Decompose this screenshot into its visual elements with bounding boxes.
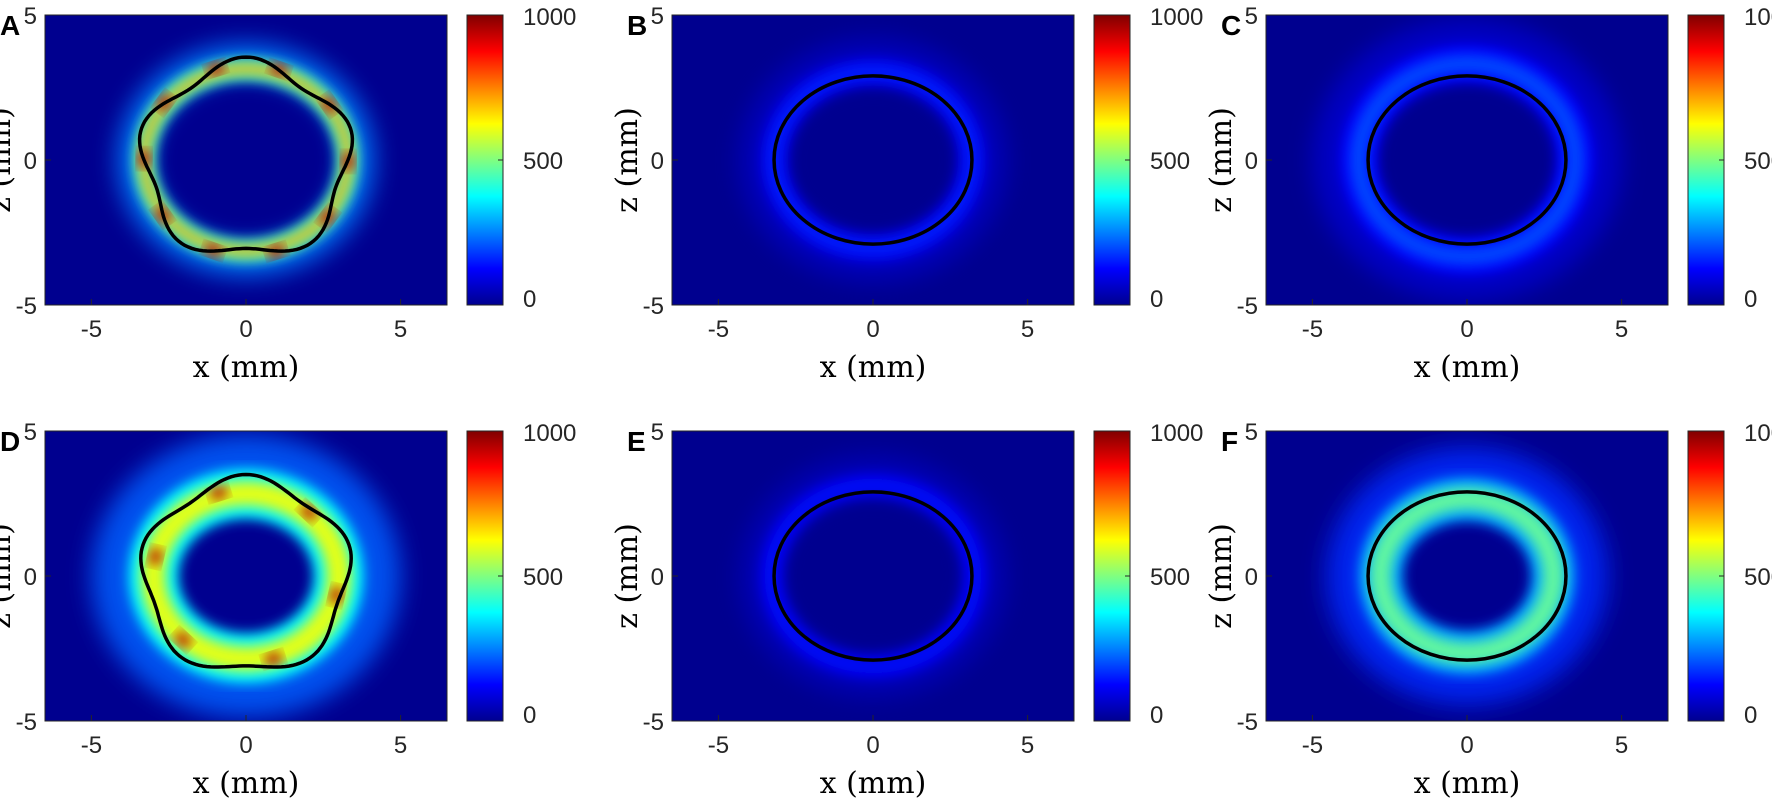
y-tick-label: 0 xyxy=(651,564,664,591)
colorbar-tick-label: 0 xyxy=(523,702,536,729)
colorbar-tick-label: 1000 xyxy=(1150,420,1203,447)
colorbar-tick-label: 500 xyxy=(523,564,563,591)
panel-letter: B xyxy=(627,10,647,41)
colorbar-tick-label: 0 xyxy=(1744,702,1757,729)
colorbar xyxy=(1687,430,1725,722)
x-axis-label: x (mm) xyxy=(193,766,300,801)
panel-letter: D xyxy=(0,426,20,457)
colorbar xyxy=(1093,430,1131,722)
y-tick-label: 0 xyxy=(24,148,37,175)
x-tick-label: -5 xyxy=(81,316,102,343)
colorbar-tick-label: 0 xyxy=(1744,286,1757,313)
y-tick-label: 5 xyxy=(651,419,664,446)
colorbar-tick-label: 1000 xyxy=(1744,420,1772,447)
y-tick-label: 0 xyxy=(24,564,37,591)
x-axis-label: x (mm) xyxy=(820,350,927,385)
colorbar-tick-label: 1000 xyxy=(523,420,576,447)
boundary-contour xyxy=(772,74,974,246)
y-axis-label: z (mm) xyxy=(0,107,18,213)
y-tick-label: -5 xyxy=(1237,709,1258,736)
colorbar xyxy=(466,430,504,722)
boundary-contour xyxy=(772,490,974,662)
x-axis-label: x (mm) xyxy=(1414,766,1521,801)
panel-letter: F xyxy=(1221,426,1238,457)
panel-F: -5 0 5 -5 0 5 x (mm) z (mm) F 0 500 1000 xyxy=(1204,419,1772,801)
colorbar-tick-label: 0 xyxy=(1150,702,1163,729)
y-axis-label: z (mm) xyxy=(1204,107,1239,213)
y-axis-label: z (mm) xyxy=(1204,523,1239,629)
colorbar xyxy=(1093,14,1131,306)
boundary-contour xyxy=(139,472,353,669)
heatmap-field xyxy=(91,434,401,718)
colorbar-tick-label: 1000 xyxy=(1744,4,1772,31)
x-tick-label: 5 xyxy=(1615,316,1628,343)
colorbar-tick-label: 1000 xyxy=(1150,4,1203,31)
x-tick-label: 5 xyxy=(394,316,407,343)
x-axis-label: x (mm) xyxy=(193,350,300,385)
boundary-contour xyxy=(137,55,355,253)
panel-D: -5 0 5 -5 0 5 x (mm) z (mm) D 0 500 1000 xyxy=(0,419,576,801)
x-tick-label: 0 xyxy=(1460,316,1473,343)
y-axis-label: z (mm) xyxy=(0,523,18,629)
y-tick-label: -5 xyxy=(16,293,37,320)
x-tick-label: 0 xyxy=(239,732,252,759)
y-axis-label: z (mm) xyxy=(610,107,645,213)
y-axis-label: z (mm) xyxy=(610,523,645,629)
heatmap-field xyxy=(740,455,1006,697)
x-tick-label: 0 xyxy=(866,732,879,759)
panel-C: -5 0 5 -5 0 5 x (mm) z (mm) C 0 500 1000 xyxy=(1204,3,1772,385)
colorbar xyxy=(466,14,504,306)
y-tick-label: -5 xyxy=(1237,293,1258,320)
colorbar xyxy=(1687,14,1725,306)
colorbar-tick-label: 500 xyxy=(1150,564,1190,591)
x-tick-label: 0 xyxy=(866,316,879,343)
colorbar-tick-label: 500 xyxy=(1744,564,1772,591)
x-tick-label: -5 xyxy=(1302,732,1323,759)
y-tick-label: 5 xyxy=(651,3,664,30)
y-tick-label: 0 xyxy=(1245,564,1258,591)
heatmap-field xyxy=(1312,19,1622,301)
colorbar-tick-label: 500 xyxy=(523,148,563,175)
x-tick-label: -5 xyxy=(708,316,729,343)
x-axis-label: x (mm) xyxy=(1414,350,1521,385)
y-tick-label: 0 xyxy=(1245,148,1258,175)
x-tick-label: 5 xyxy=(394,732,407,759)
panel-letter: C xyxy=(1221,10,1241,41)
panel-A: -5 0 5 -5 0 5 x (mm) z (mm) A 0 500 1000 xyxy=(0,3,576,385)
heatmap-field xyxy=(1326,447,1608,705)
y-tick-label: 5 xyxy=(1245,419,1258,446)
panel-B: -5 0 5 -5 0 5 x (mm) z (mm) B 0 500 1000 xyxy=(610,3,1203,385)
colorbar-tick-label: 0 xyxy=(1150,286,1163,313)
colorbar-tick-label: 0 xyxy=(523,286,536,313)
panel-E: -5 0 5 -5 0 5 x (mm) z (mm) E 0 500 1000 xyxy=(610,419,1203,801)
x-tick-label: 5 xyxy=(1615,732,1628,759)
y-tick-label: -5 xyxy=(16,709,37,736)
x-tick-label: -5 xyxy=(1302,316,1323,343)
x-axis-label: x (mm) xyxy=(820,766,927,801)
y-tick-label: 5 xyxy=(1245,3,1258,30)
boundary-contour xyxy=(1366,490,1568,662)
colorbar-tick-label: 500 xyxy=(1150,148,1190,175)
panel-letter: E xyxy=(627,426,646,457)
y-tick-label: -5 xyxy=(643,293,664,320)
x-tick-label: 0 xyxy=(1460,732,1473,759)
y-tick-label: 5 xyxy=(24,3,37,30)
colorbar-tick-label: 1000 xyxy=(523,4,576,31)
y-tick-label: 0 xyxy=(651,148,664,175)
x-tick-label: -5 xyxy=(708,732,729,759)
x-tick-label: 5 xyxy=(1021,732,1034,759)
y-tick-label: 5 xyxy=(24,419,37,446)
x-tick-label: -5 xyxy=(81,732,102,759)
x-tick-label: 5 xyxy=(1021,316,1034,343)
colorbar-tick-label: 500 xyxy=(1744,148,1772,175)
x-tick-label: 0 xyxy=(239,316,252,343)
panel-letter: A xyxy=(0,10,20,41)
boundary-contour xyxy=(1366,74,1568,246)
y-tick-label: -5 xyxy=(643,709,664,736)
